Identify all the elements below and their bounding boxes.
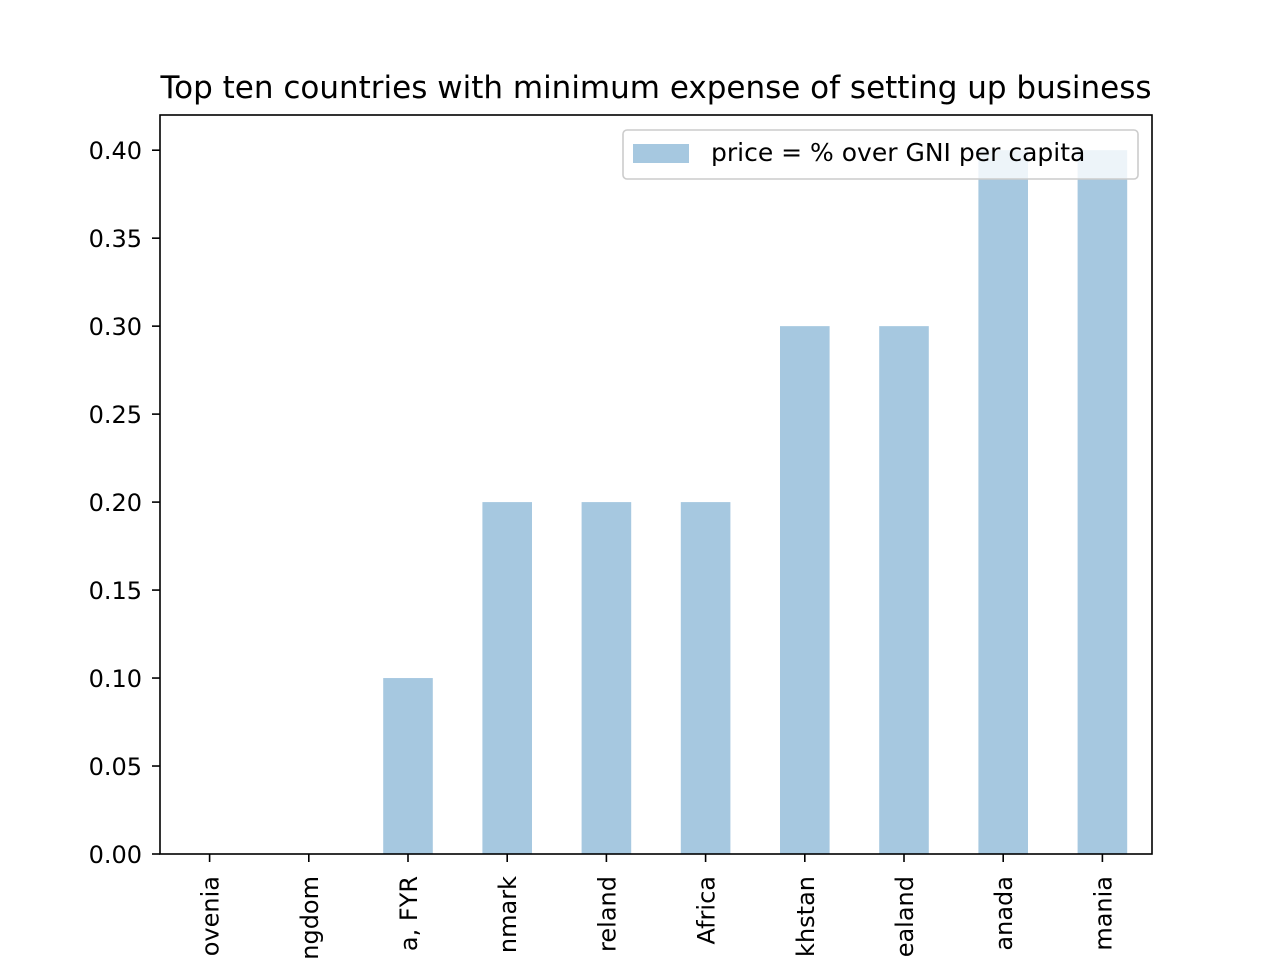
x-tick-label-3: nmark [494,876,522,953]
y-tick-label-0: 0.00 [89,841,142,869]
bar-8 [978,150,1028,854]
legend-label: price = % over GNI per capita [711,138,1085,167]
bars-layer [383,150,1128,854]
chart-title: Top ten countries with minimum expense o… [159,70,1151,106]
x-tick-label-0: ovenia [197,876,225,956]
bar-3 [482,502,532,854]
x-tick-label-4: reland [593,876,621,952]
x-tick-label-2: a, FYR [395,876,423,951]
y-tick-label-8: 0.40 [89,137,142,165]
x-tick-label-7: ealand [891,876,919,957]
y-axis: 0.00 0.05 0.10 0.15 0.20 0.25 0.30 0.35 0.40 [89,137,160,869]
bar-6 [780,326,830,854]
x-tick-label-1: ngdom [296,876,324,960]
y-tick-label-5: 0.25 [89,401,142,429]
x-tick-label-8: anada [990,876,1018,951]
bar-2 [383,678,433,854]
x-tick-label-6: khstan [792,876,820,957]
y-tick-label-3: 0.15 [89,577,142,605]
bar-7 [879,326,929,854]
bar-9 [1077,150,1128,854]
legend: price = % over GNI per capita [622,129,1139,180]
y-tick-label-2: 0.10 [89,665,142,693]
bar-4 [581,502,632,854]
legend-box [622,129,1139,180]
x-axis: ovenia ngdom a, FYR nmark reland Africa khstan… [197,854,1117,960]
y-tick-label-6: 0.30 [89,313,142,341]
y-tick-label-7: 0.35 [89,225,142,253]
x-tick-label-5: Africa [693,876,721,944]
x-tick-label-9: mania [1089,876,1117,951]
legend-swatch [633,144,689,163]
bar-5 [680,502,731,854]
y-tick-label-4: 0.20 [89,489,142,517]
plot-frame [159,114,1153,855]
y-tick-label-1: 0.05 [89,753,142,781]
